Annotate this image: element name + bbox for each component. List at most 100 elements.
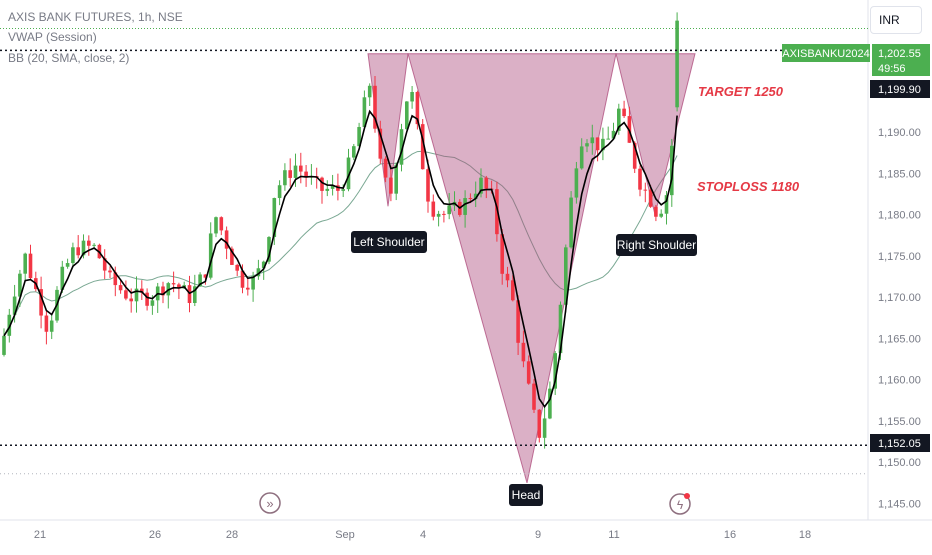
time-tick-label: 21 [34,529,46,541]
price-tick-label: 1,185.00 [878,168,921,180]
candle-body [399,129,404,165]
currency-selector[interactable]: INR [870,6,922,34]
candle-body [632,142,637,169]
candle [219,216,224,236]
candle [574,161,579,204]
candle-body [548,388,552,419]
head-label-text: Head [512,488,541,502]
candle-body [251,276,255,290]
candle [293,153,298,187]
candle-body [383,158,388,178]
candle-body [81,240,86,256]
candle-body [553,353,557,389]
candle [44,309,49,345]
target-annotation: TARGET 1250 [698,84,784,99]
candle [436,210,441,227]
candle-body [367,85,372,98]
candle [124,280,128,301]
candle-body [415,92,420,125]
price-tick-label: 1,180.00 [878,210,921,222]
dividend-marker-ring [259,492,281,514]
symbol-tag [782,44,870,62]
candle-body [426,169,430,202]
candle-body [235,264,239,271]
candle [208,222,213,280]
bb-indicator-label[interactable]: BB (20, SMA, close, 2) [8,51,130,65]
candle [611,122,616,140]
candle-body [118,285,123,291]
candle-body [463,198,467,215]
candle [405,101,409,130]
candle-body [511,280,515,301]
last-price-badge: AXISBANKU2024 1,202.55 49:56 [782,44,930,76]
candle-body [378,128,383,159]
candle-body [320,177,324,191]
low-level-label-bg [870,434,930,452]
left-shoulder-label-text: Left Shoulder [353,235,424,249]
candle [654,204,658,222]
vwap-indicator-label[interactable]: VWAP (Session) [8,30,97,44]
candle [473,181,478,208]
candle-body [590,137,595,144]
candle-body [431,201,436,217]
candle [638,165,642,197]
candle [166,281,171,309]
candle [463,190,467,228]
earnings-marker-dot [684,493,690,499]
candle-body [325,188,330,191]
candle [367,83,372,106]
candle [39,276,43,329]
candle-body [102,258,107,271]
candle-body [346,157,351,190]
earnings-marker-icon: ϟ [677,498,684,512]
candle-body [28,253,33,279]
candle [28,244,33,281]
candle-body [675,20,679,108]
earnings-marker: ϟ [669,493,691,515]
left-shoulder-label: Left Shoulder [351,231,427,253]
candle-body [442,213,446,215]
candle-body [484,177,489,189]
candle [389,165,393,202]
candle-body [214,217,218,234]
candle-body [60,266,65,290]
candle-body [44,315,49,332]
candle-body [436,213,441,217]
low-level-label: 1,152.05 [870,434,930,452]
low-level-label-text: 1,152.05 [878,438,921,450]
candle [399,123,404,172]
candle [76,235,80,259]
price-tick-label: 1,170.00 [878,292,921,304]
candle [585,139,589,153]
candle [484,175,489,199]
candle-body [352,146,356,158]
candle-body [643,189,648,191]
candle-body [585,143,589,147]
time-tick-label: 26 [149,529,161,541]
head-label: Head [509,484,543,506]
candle-body [18,273,22,297]
candle-body [2,335,6,355]
candle [140,280,144,300]
candle [526,355,531,385]
candle-body [537,409,542,438]
target-level-label: 1,199.90 [870,80,930,98]
candle [320,176,324,204]
candle [664,191,669,225]
candle [659,209,663,219]
candle [537,409,542,443]
candle-body [330,185,335,189]
candle [569,191,573,249]
candle [134,276,139,313]
candle-body [49,320,54,332]
candle [71,242,75,268]
candle-body [473,193,478,199]
candle [420,118,425,170]
candle-body [495,189,499,235]
candle [267,236,271,265]
candle [357,122,361,147]
candle [643,182,648,203]
price-tick-label: 1,160.00 [878,375,921,387]
